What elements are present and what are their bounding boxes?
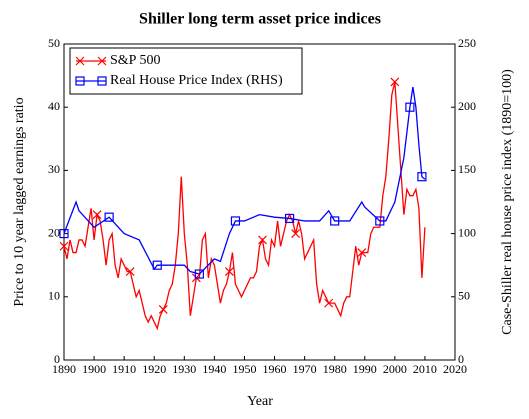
marker bbox=[125, 267, 135, 276]
y2-tick-label: 100 bbox=[458, 225, 476, 239]
y-axis-label: Price to 10 year lagged earnings ratio bbox=[12, 97, 27, 306]
x-tick-label: 1940 bbox=[202, 362, 226, 376]
marker bbox=[230, 216, 241, 226]
x-tick-label: 2000 bbox=[383, 362, 407, 376]
marker bbox=[59, 241, 69, 251]
y-tick-label: 30 bbox=[48, 162, 60, 176]
marker bbox=[357, 248, 367, 257]
marker bbox=[390, 77, 400, 87]
legend-marker bbox=[75, 56, 85, 66]
marker bbox=[417, 172, 427, 182]
x-tick-label: 1900 bbox=[82, 362, 106, 376]
marker bbox=[158, 305, 168, 314]
x-tick-label: 2020 bbox=[443, 362, 467, 376]
marker bbox=[104, 212, 114, 222]
series-line bbox=[63, 86, 426, 275]
y2-tick-label: 250 bbox=[458, 36, 476, 50]
marker bbox=[258, 235, 267, 245]
x-tick-label: 1920 bbox=[142, 362, 166, 376]
series-line bbox=[63, 81, 426, 331]
x-tick-label: 1890 bbox=[52, 362, 76, 376]
y-tick-label: 0 bbox=[54, 352, 60, 366]
marker bbox=[152, 260, 162, 270]
marker bbox=[291, 229, 301, 239]
marker bbox=[324, 298, 334, 308]
y2-tick-label: 150 bbox=[458, 162, 476, 176]
marker bbox=[375, 216, 385, 226]
x-tick-label: 1980 bbox=[323, 362, 347, 376]
legend-box bbox=[69, 47, 303, 95]
legend-label: S&P 500 bbox=[110, 53, 160, 68]
y-tick-label: 50 bbox=[48, 36, 60, 50]
x-tick-label: 2010 bbox=[413, 362, 437, 376]
plot-frame bbox=[63, 43, 456, 361]
marker bbox=[194, 269, 204, 279]
x-tick-label: 1930 bbox=[172, 362, 196, 376]
y-tick-label: 20 bbox=[48, 225, 60, 239]
x-axis-label: Year bbox=[247, 394, 273, 409]
x-tick-label: 1990 bbox=[353, 362, 377, 376]
chart-title: Shiller long term asset price indices bbox=[139, 11, 381, 28]
x-tick-label: 1970 bbox=[293, 362, 317, 376]
y2-axis-label: Case-Shiller real house price index (189… bbox=[500, 69, 515, 335]
marker bbox=[330, 216, 340, 226]
marker bbox=[59, 229, 69, 239]
x-tick-label: 1910 bbox=[112, 362, 136, 376]
x-tick-label: 1950 bbox=[232, 362, 256, 376]
marker bbox=[224, 267, 234, 276]
marker bbox=[92, 210, 102, 220]
legend-marker bbox=[97, 56, 107, 66]
legend-marker bbox=[97, 76, 107, 86]
legend-label: Real House Price Index (RHS) bbox=[110, 73, 283, 88]
marker bbox=[284, 213, 295, 224]
marker bbox=[405, 102, 415, 112]
y2-tick-label: 0 bbox=[458, 352, 464, 366]
legend-marker bbox=[75, 76, 85, 86]
x-tick-label: 1960 bbox=[263, 362, 287, 376]
y-tick-label: 10 bbox=[48, 289, 60, 303]
y2-tick-label: 50 bbox=[458, 289, 470, 303]
y2-tick-label: 200 bbox=[458, 99, 476, 113]
y-tick-label: 40 bbox=[48, 99, 60, 113]
